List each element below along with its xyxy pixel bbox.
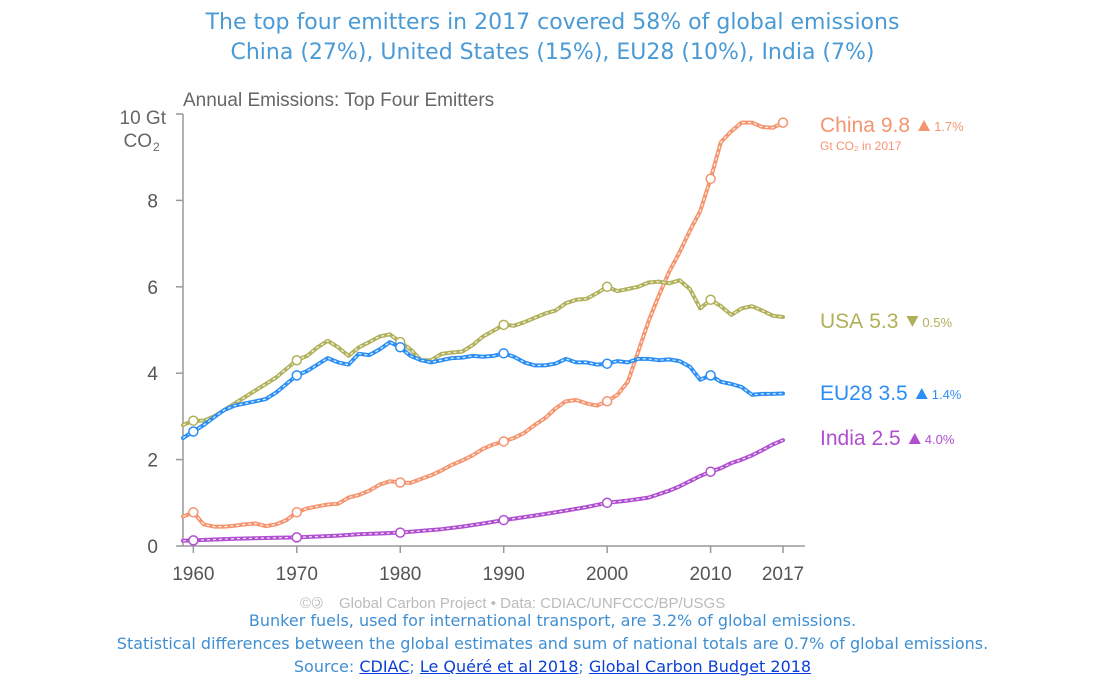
series-value-eu28: 3.5 xyxy=(879,382,908,405)
series-change-india: 4.0% xyxy=(925,432,955,447)
y-axis-label-line-1: 10 Gt xyxy=(120,108,167,129)
y-tick-label: 0 xyxy=(147,537,158,558)
data-credit: Global Carbon Project • Data: CDIAC/UNFC… xyxy=(339,595,725,610)
data-point-china xyxy=(188,507,199,518)
cc-license-icon: ©🄯 xyxy=(300,595,324,610)
data-point-china xyxy=(777,117,789,128)
data-point-eu28 xyxy=(188,426,199,437)
data-point-eu28 xyxy=(601,358,613,369)
data-point-usa xyxy=(705,294,716,306)
series-value-china: 9.8 xyxy=(881,114,910,137)
source-separator: ; xyxy=(409,657,420,676)
data-point-usa xyxy=(291,354,303,366)
series-line-dash-usa xyxy=(182,279,784,426)
x-tick-label: 1960 xyxy=(172,564,214,585)
trend-up-icon xyxy=(915,388,928,399)
slide-title-line-2: China (27%), United States (15%), EU28 (… xyxy=(230,40,875,65)
data-point-china xyxy=(705,173,716,185)
source-separator: ; xyxy=(578,657,589,676)
x-tick-label: 1980 xyxy=(379,564,421,585)
chart-title: Annual Emissions: Top Four Emitters xyxy=(183,90,494,111)
series-label-india: India xyxy=(820,427,866,450)
series-label-usa: USA xyxy=(820,310,863,333)
y-tick-label: 8 xyxy=(147,191,158,212)
emissions-line-chart: Annual Emissions: Top Four Emitters 10 Gt… xyxy=(120,90,965,610)
x-tick-label: 2010 xyxy=(689,564,731,585)
series-line-china xyxy=(181,120,785,529)
source-link-global-carbon-budget-2018[interactable]: Global Carbon Budget 2018 xyxy=(588,657,812,676)
footnote-statistical-differences: Statistical differences between the glob… xyxy=(116,634,989,653)
source-link-cdiac[interactable]: CDIAC xyxy=(359,657,410,676)
y-tick-label: 6 xyxy=(147,278,158,299)
series-label-eu28: EU28 xyxy=(820,382,873,405)
source-label: Source: xyxy=(293,657,360,676)
series-line-dash-eu28 xyxy=(182,341,784,439)
series-change-china: 1.7% xyxy=(934,119,964,134)
data-point-india xyxy=(188,535,199,546)
data-point-eu28 xyxy=(394,342,406,353)
series-label-china: China xyxy=(820,114,875,137)
y-axis-label-line-2: CO xyxy=(124,131,153,152)
y-tick-label: 2 xyxy=(147,451,158,472)
series-line-dash-china xyxy=(182,122,784,528)
data-point-india xyxy=(705,466,716,477)
series-line-usa xyxy=(181,278,785,427)
trend-down-icon xyxy=(906,316,919,327)
x-tick-label: 1990 xyxy=(483,564,525,585)
trend-up-icon xyxy=(908,433,921,444)
trend-up-icon xyxy=(918,120,931,131)
source-line: Source: CDIAC; Le Quéré et al 2018; Glob… xyxy=(0,656,1105,677)
data-point-india xyxy=(601,497,613,509)
series-change-usa: 0.5% xyxy=(922,315,952,330)
data-point-india xyxy=(394,527,406,538)
data-point-eu28 xyxy=(498,348,509,359)
data-point-china xyxy=(601,396,613,407)
footnote-bunker-fuels: Bunker fuels, used for international tra… xyxy=(248,611,857,630)
data-point-usa xyxy=(188,415,199,426)
data-point-india xyxy=(498,514,509,526)
data-point-china xyxy=(394,477,406,488)
data-point-usa xyxy=(498,319,509,331)
series-value-usa: 5.3 xyxy=(869,310,898,333)
data-point-china xyxy=(498,436,509,447)
data-point-china xyxy=(291,507,303,518)
slide-title-line-1: The top four emitters in 2017 covered 58… xyxy=(205,10,900,35)
y-tick-label: 4 xyxy=(147,364,158,385)
data-point-india xyxy=(291,532,303,543)
y-axis-label-subscript: 2 xyxy=(153,140,160,154)
x-tick-label: 1970 xyxy=(276,564,318,585)
data-point-eu28 xyxy=(705,370,716,381)
series-change-eu28: 1.4% xyxy=(932,387,962,402)
china-unit-note: Gt CO₂ in 2017 xyxy=(820,139,902,153)
data-point-usa xyxy=(601,281,613,293)
series-value-india: 2.5 xyxy=(872,427,901,450)
data-point-eu28 xyxy=(291,370,303,381)
x-tick-label: 2017 xyxy=(762,564,804,585)
source-link-le-quere-2018[interactable]: Le Quéré et al 2018 xyxy=(419,657,579,676)
x-tick-label: 2000 xyxy=(586,564,628,585)
